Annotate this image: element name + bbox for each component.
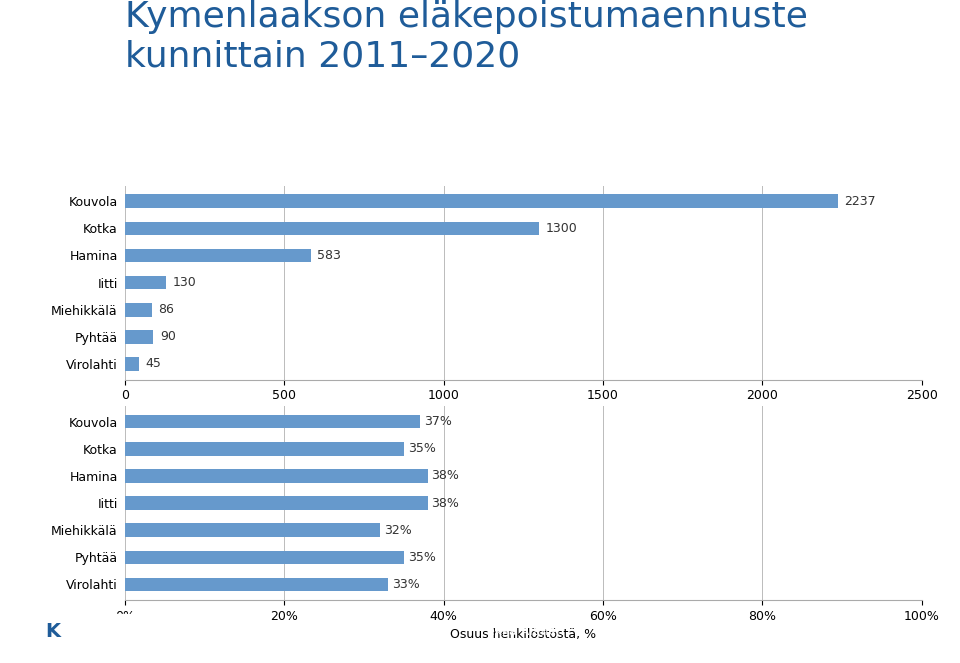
- Text: Kymenlaakson eläkepoistumaennuste
kunnittain 2011–2020: Kymenlaakson eläkepoistumaennuste kunnit…: [125, 0, 807, 74]
- Bar: [125, 523, 380, 537]
- Bar: [125, 550, 403, 564]
- Text: Pekka Alanen: Pekka Alanen: [480, 625, 564, 638]
- Text: 35%: 35%: [408, 442, 436, 455]
- Bar: [125, 330, 154, 343]
- Text: 37%: 37%: [423, 415, 451, 428]
- Text: 90: 90: [160, 330, 176, 343]
- Bar: [125, 415, 420, 428]
- Text: KEVA: KEVA: [96, 622, 154, 641]
- Text: 12: 12: [916, 625, 931, 638]
- Text: 1300: 1300: [545, 222, 577, 235]
- Text: 2237: 2237: [844, 195, 876, 208]
- Text: 32%: 32%: [384, 524, 412, 536]
- X-axis label: Osuus henkilöstöstä, %: Osuus henkilöstöstä, %: [450, 629, 596, 641]
- Bar: [125, 276, 166, 289]
- Text: 38%: 38%: [432, 469, 460, 483]
- Bar: [125, 194, 838, 208]
- Bar: [125, 303, 153, 316]
- Bar: [125, 469, 427, 483]
- Text: 26.10.2011: 26.10.2011: [317, 625, 388, 638]
- Bar: [125, 249, 311, 263]
- X-axis label: Henkeä: Henkeä: [499, 408, 547, 421]
- Text: 86: 86: [158, 303, 175, 316]
- Circle shape: [0, 614, 322, 649]
- Text: 33%: 33%: [392, 578, 420, 591]
- Bar: [125, 442, 403, 455]
- Bar: [125, 221, 540, 235]
- Text: 35%: 35%: [408, 551, 436, 564]
- Text: 583: 583: [317, 249, 341, 262]
- Text: K: K: [45, 622, 60, 641]
- Text: 45: 45: [146, 357, 161, 371]
- Text: 130: 130: [173, 276, 197, 289]
- Bar: [125, 357, 139, 371]
- Bar: [125, 577, 388, 591]
- Bar: [125, 497, 427, 510]
- Text: 38%: 38%: [432, 497, 460, 510]
